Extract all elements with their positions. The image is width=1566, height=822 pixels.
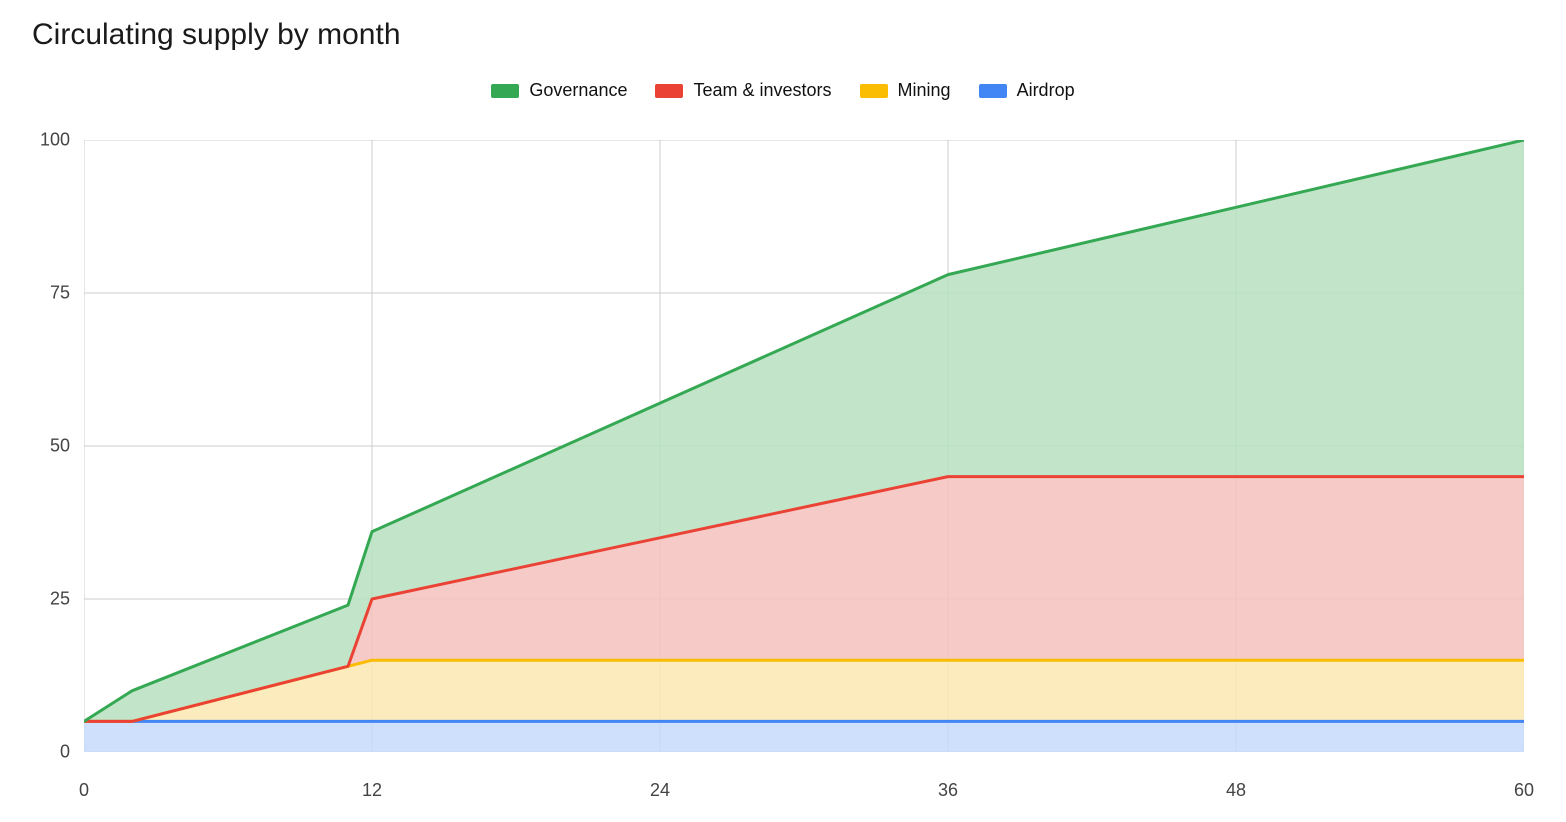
legend-swatch-airdrop [979,84,1007,98]
legend-label-airdrop: Airdrop [1017,80,1075,101]
legend-swatch-mining [860,84,888,98]
chart-svg [84,140,1524,752]
legend-label-governance: Governance [529,80,627,101]
x-tick-label: 48 [1226,780,1246,801]
x-tick-label: 36 [938,780,958,801]
supply-chart: Circulating supply by month Governance Te… [0,0,1566,822]
x-tick-label: 12 [362,780,382,801]
legend-swatch-team [655,84,683,98]
x-tick-label: 24 [650,780,670,801]
legend-item-team[interactable]: Team & investors [655,80,831,101]
legend-label-mining: Mining [898,80,951,101]
x-tick-label: 0 [79,780,89,801]
chart-title: Circulating supply by month [32,18,401,52]
area-airdrop [84,721,1524,752]
legend-label-team: Team & investors [693,80,831,101]
legend-item-governance[interactable]: Governance [491,80,627,101]
chart-legend: Governance Team & investors Mining Airdrop [0,80,1566,101]
legend-swatch-governance [491,84,519,98]
plot-area [84,140,1524,752]
legend-item-mining[interactable]: Mining [860,80,951,101]
legend-item-airdrop[interactable]: Airdrop [979,80,1075,101]
x-tick-label: 60 [1514,780,1534,801]
